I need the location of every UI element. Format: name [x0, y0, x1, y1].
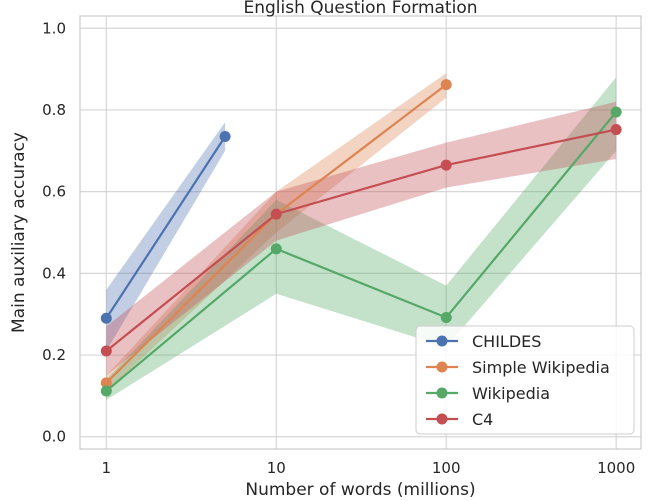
x-tick-label: 100	[432, 459, 461, 477]
x-tick-label: 1	[102, 459, 112, 477]
chart-title: English Question Formation	[243, 0, 477, 18]
x-axis-label: Number of words (millions)	[245, 480, 475, 500]
point-simple-wikipedia	[440, 79, 452, 91]
x-tick-label: 10	[267, 459, 286, 477]
y-axis-label: Main auxiliary accuracy	[9, 132, 29, 333]
y-tick-labels: 0.0 0.2 0.4 0.6 0.8 1.0	[42, 19, 66, 445]
line-c4	[105, 128, 617, 352]
legend: CHILDES Simple Wikipedia Wikipedia C4	[415, 325, 635, 435]
y-tick-label: 0.0	[42, 428, 66, 446]
point-wikipedia	[270, 243, 282, 255]
legend-marker-childes	[436, 335, 448, 347]
point-c4	[610, 124, 622, 136]
legend-marker-wikipedia	[436, 387, 448, 399]
point-wikipedia	[610, 106, 622, 118]
legend-box	[415, 325, 635, 435]
point-childes	[219, 131, 231, 143]
y-tick-label: 0.4	[42, 264, 66, 282]
legend-marker-simple-wikipedia	[436, 361, 448, 373]
point-wikipedia	[440, 311, 452, 323]
legend-label-childes: CHILDES	[472, 332, 541, 351]
point-c4	[270, 208, 282, 220]
band-c4	[106, 101, 617, 376]
legend-label-c4: C4	[472, 410, 493, 429]
x-tick-labels: 1 10 100 1000	[102, 459, 636, 477]
y-tick-label: 0.8	[42, 101, 66, 119]
band-simple-wikipedia	[106, 73, 447, 392]
confidence-bands	[106, 73, 617, 400]
point-childes	[100, 312, 112, 324]
line-childes	[105, 135, 227, 319]
legend-label-wikipedia: Wikipedia	[472, 384, 550, 403]
band-childes	[106, 122, 226, 351]
legend-marker-c4	[436, 413, 448, 425]
legend-label-simple-wikipedia: Simple Wikipedia	[472, 358, 610, 377]
point-wikipedia	[100, 385, 112, 397]
point-c4	[440, 159, 452, 171]
line-wikipedia	[105, 111, 618, 392]
y-tick-label: 1.0	[42, 19, 66, 37]
point-simple-wikipedia	[100, 377, 112, 389]
series-points	[100, 79, 622, 397]
point-c4	[100, 345, 112, 357]
band-wikipedia	[106, 77, 617, 400]
y-tick-label: 0.2	[42, 346, 66, 364]
plot-frame	[79, 15, 642, 450]
y-tick-label: 0.6	[42, 183, 66, 201]
x-tick-label: 1000	[597, 459, 635, 477]
